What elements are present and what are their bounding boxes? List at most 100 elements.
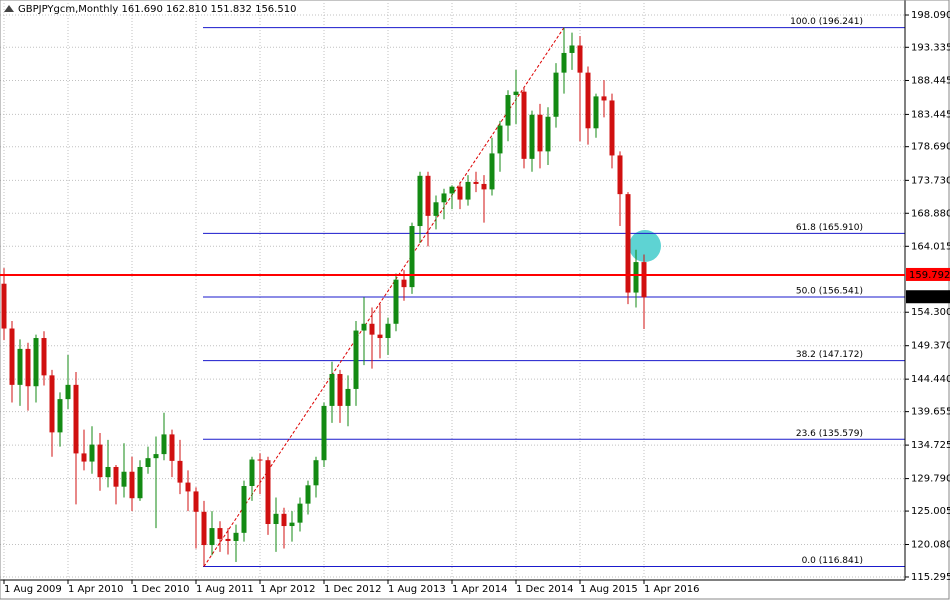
last-price-box — [906, 290, 950, 304]
x-tick-label: 1 Aug 2013 — [388, 584, 446, 595]
fib-label: 50.0 (156.541) — [796, 287, 863, 297]
plot: 100.0 (196.241) 61.8 (165.910) 50.0 (156.5… — [1, 17, 905, 567]
y-tick-label: 188.445 — [911, 75, 950, 86]
candle-body — [625, 194, 631, 293]
candle-body — [129, 471, 135, 499]
candle-body — [1, 283, 7, 329]
candle-body — [617, 155, 623, 195]
candle-body — [177, 460, 183, 483]
candle-body — [321, 405, 327, 461]
candle-body — [233, 532, 239, 541]
candle-body — [345, 388, 351, 406]
candle-body — [161, 434, 167, 455]
candle-body — [25, 348, 31, 387]
candle-body — [633, 262, 639, 293]
candle-body — [569, 45, 575, 53]
candle-body — [601, 96, 607, 101]
candle-body — [553, 72, 559, 117]
y-tick-label: 168.880 — [911, 208, 950, 219]
candle-body — [169, 434, 175, 461]
candle-body — [577, 45, 583, 73]
candle-body — [137, 466, 143, 499]
candle-body — [465, 181, 471, 200]
candle-body — [113, 466, 119, 487]
candle-body — [305, 485, 311, 504]
candle-body — [481, 183, 487, 190]
candle-body — [329, 374, 335, 406]
y-tick-label: 173.730 — [911, 175, 950, 186]
y-tick-label: 193.335 — [911, 42, 950, 53]
y-tick-label: 198.090 — [911, 10, 950, 21]
y-tick-label: 149.370 — [911, 341, 950, 352]
candle-body — [73, 384, 79, 454]
candle-body — [209, 528, 215, 546]
candle-body — [97, 444, 103, 478]
candle-body — [281, 513, 287, 527]
candle-body — [497, 125, 503, 154]
candle-body — [105, 466, 111, 478]
candle-body — [513, 91, 519, 96]
candle-body — [361, 323, 367, 331]
last-price-label: 156.510 — [909, 292, 950, 303]
candle-body — [57, 399, 63, 433]
candle-body — [609, 100, 615, 156]
candle-body — [273, 513, 279, 525]
x-tick-label: 1 Aug 2011 — [196, 584, 254, 595]
y-tick-label: 183.445 — [911, 109, 950, 120]
candle-body — [489, 153, 495, 190]
candle-body — [561, 52, 567, 73]
x-tick-label: 1 Apr 2014 — [452, 584, 507, 595]
bid-label-box — [906, 267, 950, 281]
candle-body — [9, 328, 15, 385]
y-tick-label: 120.080 — [911, 540, 950, 551]
fib-trend — [203, 27, 565, 567]
x-tick-label: 1 Dec 2012 — [324, 584, 382, 595]
candle-body — [449, 186, 455, 194]
candle-body — [217, 528, 223, 539]
bid-label: 159.792 — [909, 270, 950, 281]
candle-body — [369, 323, 375, 335]
y-tick-label: 129.790 — [911, 474, 950, 485]
y-tick-label: 164.015 — [911, 241, 950, 252]
fib-label: 100.0 (196.241) — [790, 17, 863, 27]
candle-body — [81, 453, 87, 462]
candle-body — [385, 323, 391, 339]
candle-body — [401, 279, 407, 288]
fib-label: 0.0 (116.841) — [802, 556, 863, 566]
candle-body — [537, 114, 543, 152]
title-icon — [4, 5, 14, 12]
candle-body — [89, 444, 95, 462]
candle-body — [353, 330, 359, 389]
candle-body — [417, 175, 423, 227]
chart-title: GBPJPYgcm,Monthly 161.690 162.810 151.83… — [18, 4, 296, 15]
candle-body — [241, 485, 247, 533]
x-tick-label: 1 Apr 2012 — [260, 584, 315, 595]
candle-body — [433, 202, 439, 216]
fib-label: 61.8 (165.910) — [796, 223, 863, 233]
candle-body — [65, 384, 71, 400]
candle-body — [257, 459, 263, 461]
fib-label: 23.6 (135.579) — [796, 429, 863, 439]
candle-body — [41, 338, 47, 376]
candle-body — [521, 91, 527, 159]
candle-body — [425, 175, 431, 216]
y-tick-label: 144.440 — [911, 374, 950, 385]
candle-body — [225, 538, 231, 541]
candle-body — [185, 482, 191, 492]
candle-body — [249, 459, 255, 486]
x-tick-label: 1 Apr 2010 — [68, 584, 123, 595]
candle-body — [17, 348, 23, 385]
candle-body — [33, 338, 39, 387]
candle-body — [457, 186, 463, 200]
highlight-marker — [629, 230, 661, 262]
y-tick-label: 125.005 — [911, 506, 950, 517]
candle-body — [265, 460, 271, 525]
y-tick-label: 134.725 — [911, 440, 950, 451]
fib-label: 38.2 (147.172) — [796, 350, 863, 360]
x-tick-label: 1 Dec 2010 — [132, 584, 190, 595]
candle-body — [313, 460, 319, 486]
candle-body — [289, 522, 295, 527]
candle-body — [337, 374, 343, 406]
candle-body — [121, 471, 127, 487]
